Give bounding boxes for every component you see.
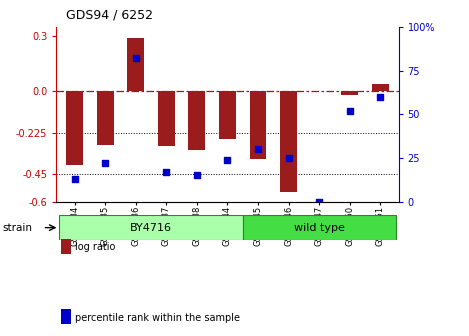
Point xyxy=(101,161,109,166)
Text: wild type: wild type xyxy=(294,223,345,233)
Point xyxy=(346,108,354,114)
Text: strain: strain xyxy=(2,223,32,233)
Bar xyxy=(158,91,175,146)
Bar xyxy=(189,91,205,150)
Point xyxy=(316,199,323,204)
Point xyxy=(285,155,292,161)
Point xyxy=(224,157,231,162)
Point xyxy=(71,176,78,181)
Point xyxy=(163,169,170,175)
Text: BY4716: BY4716 xyxy=(130,223,172,233)
Text: log ratio: log ratio xyxy=(75,242,115,252)
Point xyxy=(193,173,201,178)
Point xyxy=(377,94,384,99)
Point xyxy=(132,56,139,61)
Bar xyxy=(66,91,83,165)
Bar xyxy=(219,91,236,139)
Bar xyxy=(372,84,389,91)
Bar xyxy=(60,215,243,240)
Bar xyxy=(243,215,395,240)
Bar xyxy=(128,38,144,91)
Text: GDS94 / 6252: GDS94 / 6252 xyxy=(66,9,153,22)
Bar xyxy=(250,91,266,159)
Bar xyxy=(97,91,113,144)
Point xyxy=(254,146,262,152)
Bar xyxy=(341,91,358,95)
Bar xyxy=(280,91,297,193)
Text: percentile rank within the sample: percentile rank within the sample xyxy=(75,312,240,323)
